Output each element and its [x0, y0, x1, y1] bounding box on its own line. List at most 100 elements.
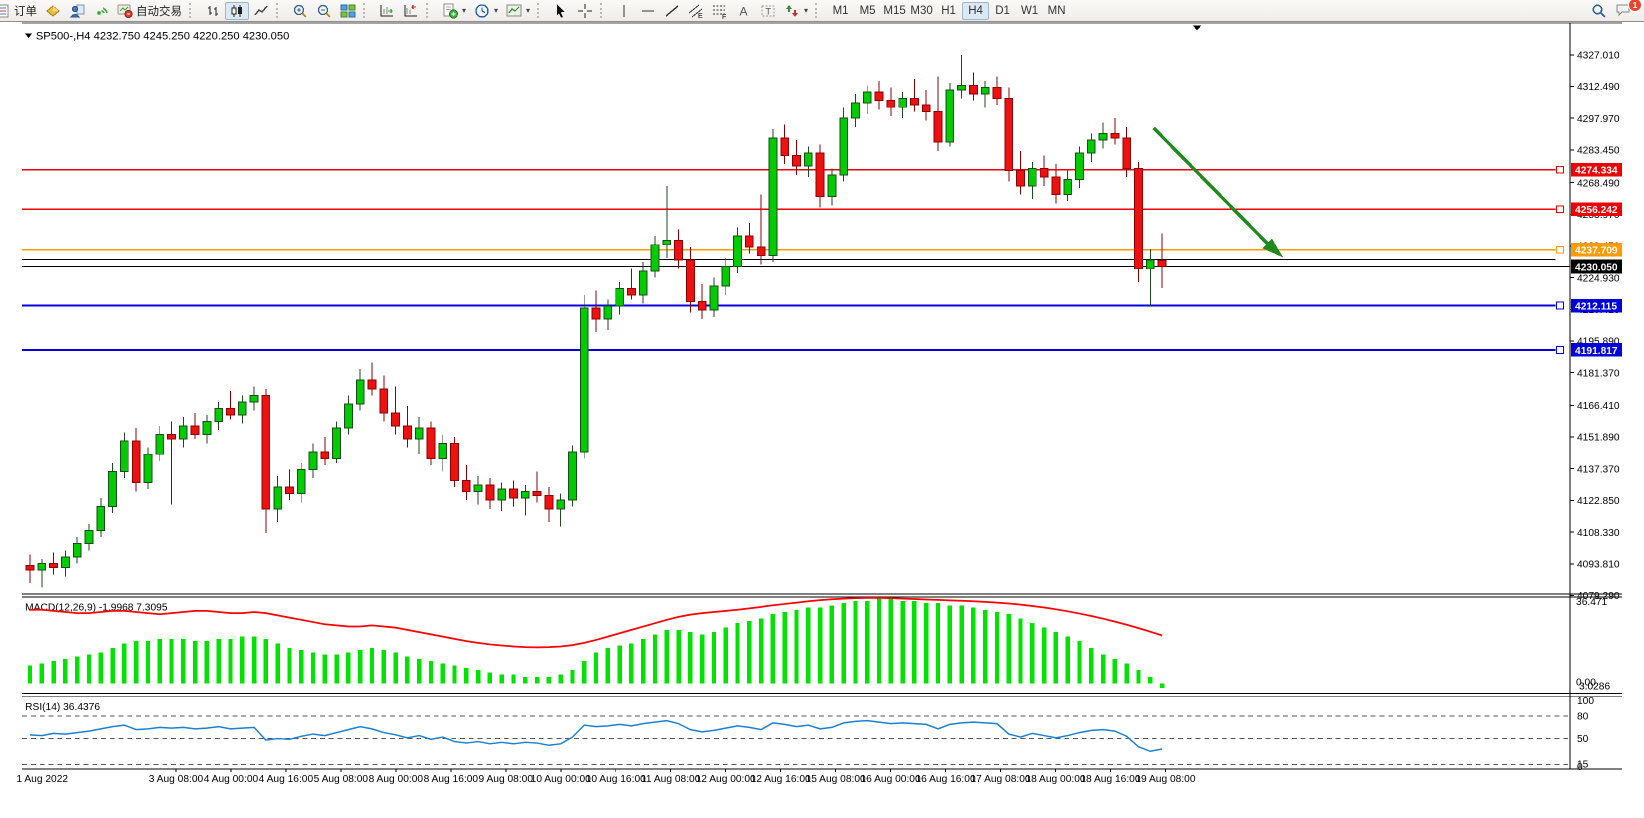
vertical-line-icon [623, 4, 625, 17]
svg-text:17 Aug 08:00: 17 Aug 08:00 [970, 774, 1030, 785]
toolbar-grip [276, 3, 285, 18]
svg-text:4 Aug 16:00: 4 Aug 16:00 [259, 774, 314, 785]
svg-text:9 Aug 08:00: 9 Aug 08:00 [479, 774, 534, 785]
line-chart-icon [254, 5, 268, 15]
candlestick-chart-button[interactable] [225, 1, 249, 20]
trend-arrow[interactable] [1152, 126, 1284, 258]
zoom-out-button[interactable] [312, 2, 336, 20]
timeframe-m1-button[interactable]: M1 [827, 2, 854, 20]
timeframe-h1-button[interactable]: H1 [935, 2, 962, 20]
one-click-trading-toggle-icon[interactable] [25, 33, 32, 39]
equidistant-channel-button[interactable]: E [684, 2, 708, 20]
svg-text:8 Aug 00:00: 8 Aug 00:00 [369, 774, 424, 785]
svg-text:4181.370: 4181.370 [1577, 368, 1620, 379]
metaeditor-icon [69, 4, 85, 17]
metaeditor-button[interactable] [65, 2, 89, 20]
timeframe-m15-button[interactable]: M15 [881, 2, 908, 20]
auto-scroll-icon [380, 4, 394, 16]
price-axis[interactable]: 4327.010 4312.490 4297.970 4283.450 4268.490… [1570, 51, 1620, 603]
arrows-button[interactable]: ▾ [780, 2, 812, 20]
timeframe-d1-button[interactable]: D1 [989, 2, 1016, 20]
chevron-down-icon: ▾ [494, 6, 499, 15]
rsi-pane: 100 80 50 150 [22, 696, 1594, 773]
zoom-in-button[interactable] [288, 2, 312, 20]
timeframe-m5-button[interactable]: M5 [854, 2, 881, 20]
cursor-icon [557, 4, 566, 18]
equidistant-channel-icon: E [688, 4, 703, 19]
svg-text:11 Aug 08:00: 11 Aug 08:00 [641, 774, 701, 785]
svg-text:4093.810: 4093.810 [1577, 559, 1620, 570]
bar-chart-icon [208, 5, 218, 16]
svg-text:4230.050: 4230.050 [1575, 262, 1618, 273]
svg-text:4151.890: 4151.890 [1577, 433, 1620, 444]
periods-clock-icon [475, 3, 489, 18]
crosshair-button[interactable] [573, 2, 597, 20]
chart-svg[interactable]: SP500-,H4 4232.750 4245.250 4220.250 423… [0, 22, 1644, 813]
tile-windows-icon [340, 4, 356, 17]
time-axis[interactable]: 1 Aug 2022 3 Aug 08:00 4 Aug 00:00 4 Aug 16… [16, 769, 1196, 785]
chart-shift-button[interactable] [399, 2, 423, 20]
svg-text:19 Aug 08:00: 19 Aug 08:00 [1135, 774, 1195, 785]
svg-text:3.0286: 3.0286 [1579, 681, 1611, 692]
scroll-position-marker-icon[interactable] [1192, 25, 1202, 31]
timeframe-h4-button[interactable]: H4 [962, 1, 990, 20]
cursor-button[interactable] [549, 2, 573, 20]
zoom-in-icon [293, 4, 307, 18]
text-label-button[interactable]: T [756, 2, 780, 20]
text-button[interactable]: A [732, 2, 756, 20]
svg-text:36.471: 36.471 [1576, 597, 1608, 608]
vertical-line-button[interactable] [612, 2, 636, 20]
svg-text:12 Aug 00:00: 12 Aug 00:00 [696, 774, 756, 785]
chat-notification-badge[interactable]: 1 [1628, 0, 1642, 12]
signal-icon [97, 6, 108, 15]
timeframe-mn-button[interactable]: MN [1043, 2, 1070, 20]
svg-text:4268.490: 4268.490 [1577, 178, 1620, 189]
periods-button[interactable]: ▾ [470, 2, 502, 20]
fibonacci-button[interactable]: F [708, 2, 732, 20]
templates-button[interactable]: ▾ [502, 2, 534, 20]
auto-scroll-button[interactable] [375, 2, 399, 20]
level-lines[interactable] [22, 165, 1571, 354]
svg-text:4297.970: 4297.970 [1577, 114, 1620, 125]
trend-line-icon [665, 4, 679, 17]
svg-text:10 Aug 00:00: 10 Aug 00:00 [531, 774, 591, 785]
zoom-out-icon [317, 4, 331, 18]
horizontal-line-icon [642, 9, 655, 12]
market-watch-button[interactable] [41, 2, 65, 20]
add-indicator-button[interactable]: ▾ [438, 2, 470, 20]
toolbar-grip [537, 3, 546, 18]
signal-button[interactable] [89, 2, 113, 20]
svg-text:15 Aug 08:00: 15 Aug 08:00 [806, 774, 866, 785]
new-order-button[interactable]: 订单 [0, 2, 41, 20]
toolbar-grip [426, 3, 435, 18]
crosshair-icon [578, 3, 593, 18]
candlestick-chart-icon [231, 4, 242, 17]
line-chart-button[interactable] [249, 2, 273, 20]
market-watch-icon [46, 4, 60, 17]
svg-text:0.00: 0.00 [1576, 678, 1596, 689]
svg-text:A: A [740, 4, 748, 18]
tile-windows-button[interactable] [336, 2, 360, 20]
search-button[interactable] [1587, 2, 1611, 20]
svg-text:4256.242: 4256.242 [1575, 205, 1618, 216]
horizontal-line-button[interactable] [636, 2, 660, 20]
timeframe-w1-button[interactable]: W1 [1016, 2, 1043, 20]
svg-text:80: 80 [1577, 712, 1589, 723]
svg-text:E: E [698, 13, 703, 19]
autotrading-button[interactable]: 自动交易 [113, 2, 186, 20]
new-order-label: 订单 [14, 5, 37, 18]
chart-title: SP500-,H4 4232.750 4245.250 4220.250 423… [36, 31, 289, 43]
svg-text:4212.115: 4212.115 [1575, 301, 1617, 312]
timeframe-m30-button[interactable]: M30 [908, 2, 935, 20]
chart-window[interactable]: SP500-,H4 4232.750 4245.250 4220.250 423… [0, 22, 1644, 813]
svg-text:F: F [722, 14, 726, 19]
toolbar-grip [600, 3, 609, 18]
trend-line-button[interactable] [660, 2, 684, 20]
svg-text:4 Aug 00:00: 4 Aug 00:00 [204, 774, 259, 785]
macd-pane: 36.471 0.003.0286 [27, 597, 1611, 692]
chevron-down-icon: ▾ [526, 6, 531, 15]
svg-text:10 Aug 16:00: 10 Aug 16:00 [586, 774, 646, 785]
toolbar-grip [363, 3, 372, 18]
svg-text:4327.010: 4327.010 [1577, 51, 1620, 62]
bar-chart-button[interactable] [201, 2, 225, 20]
